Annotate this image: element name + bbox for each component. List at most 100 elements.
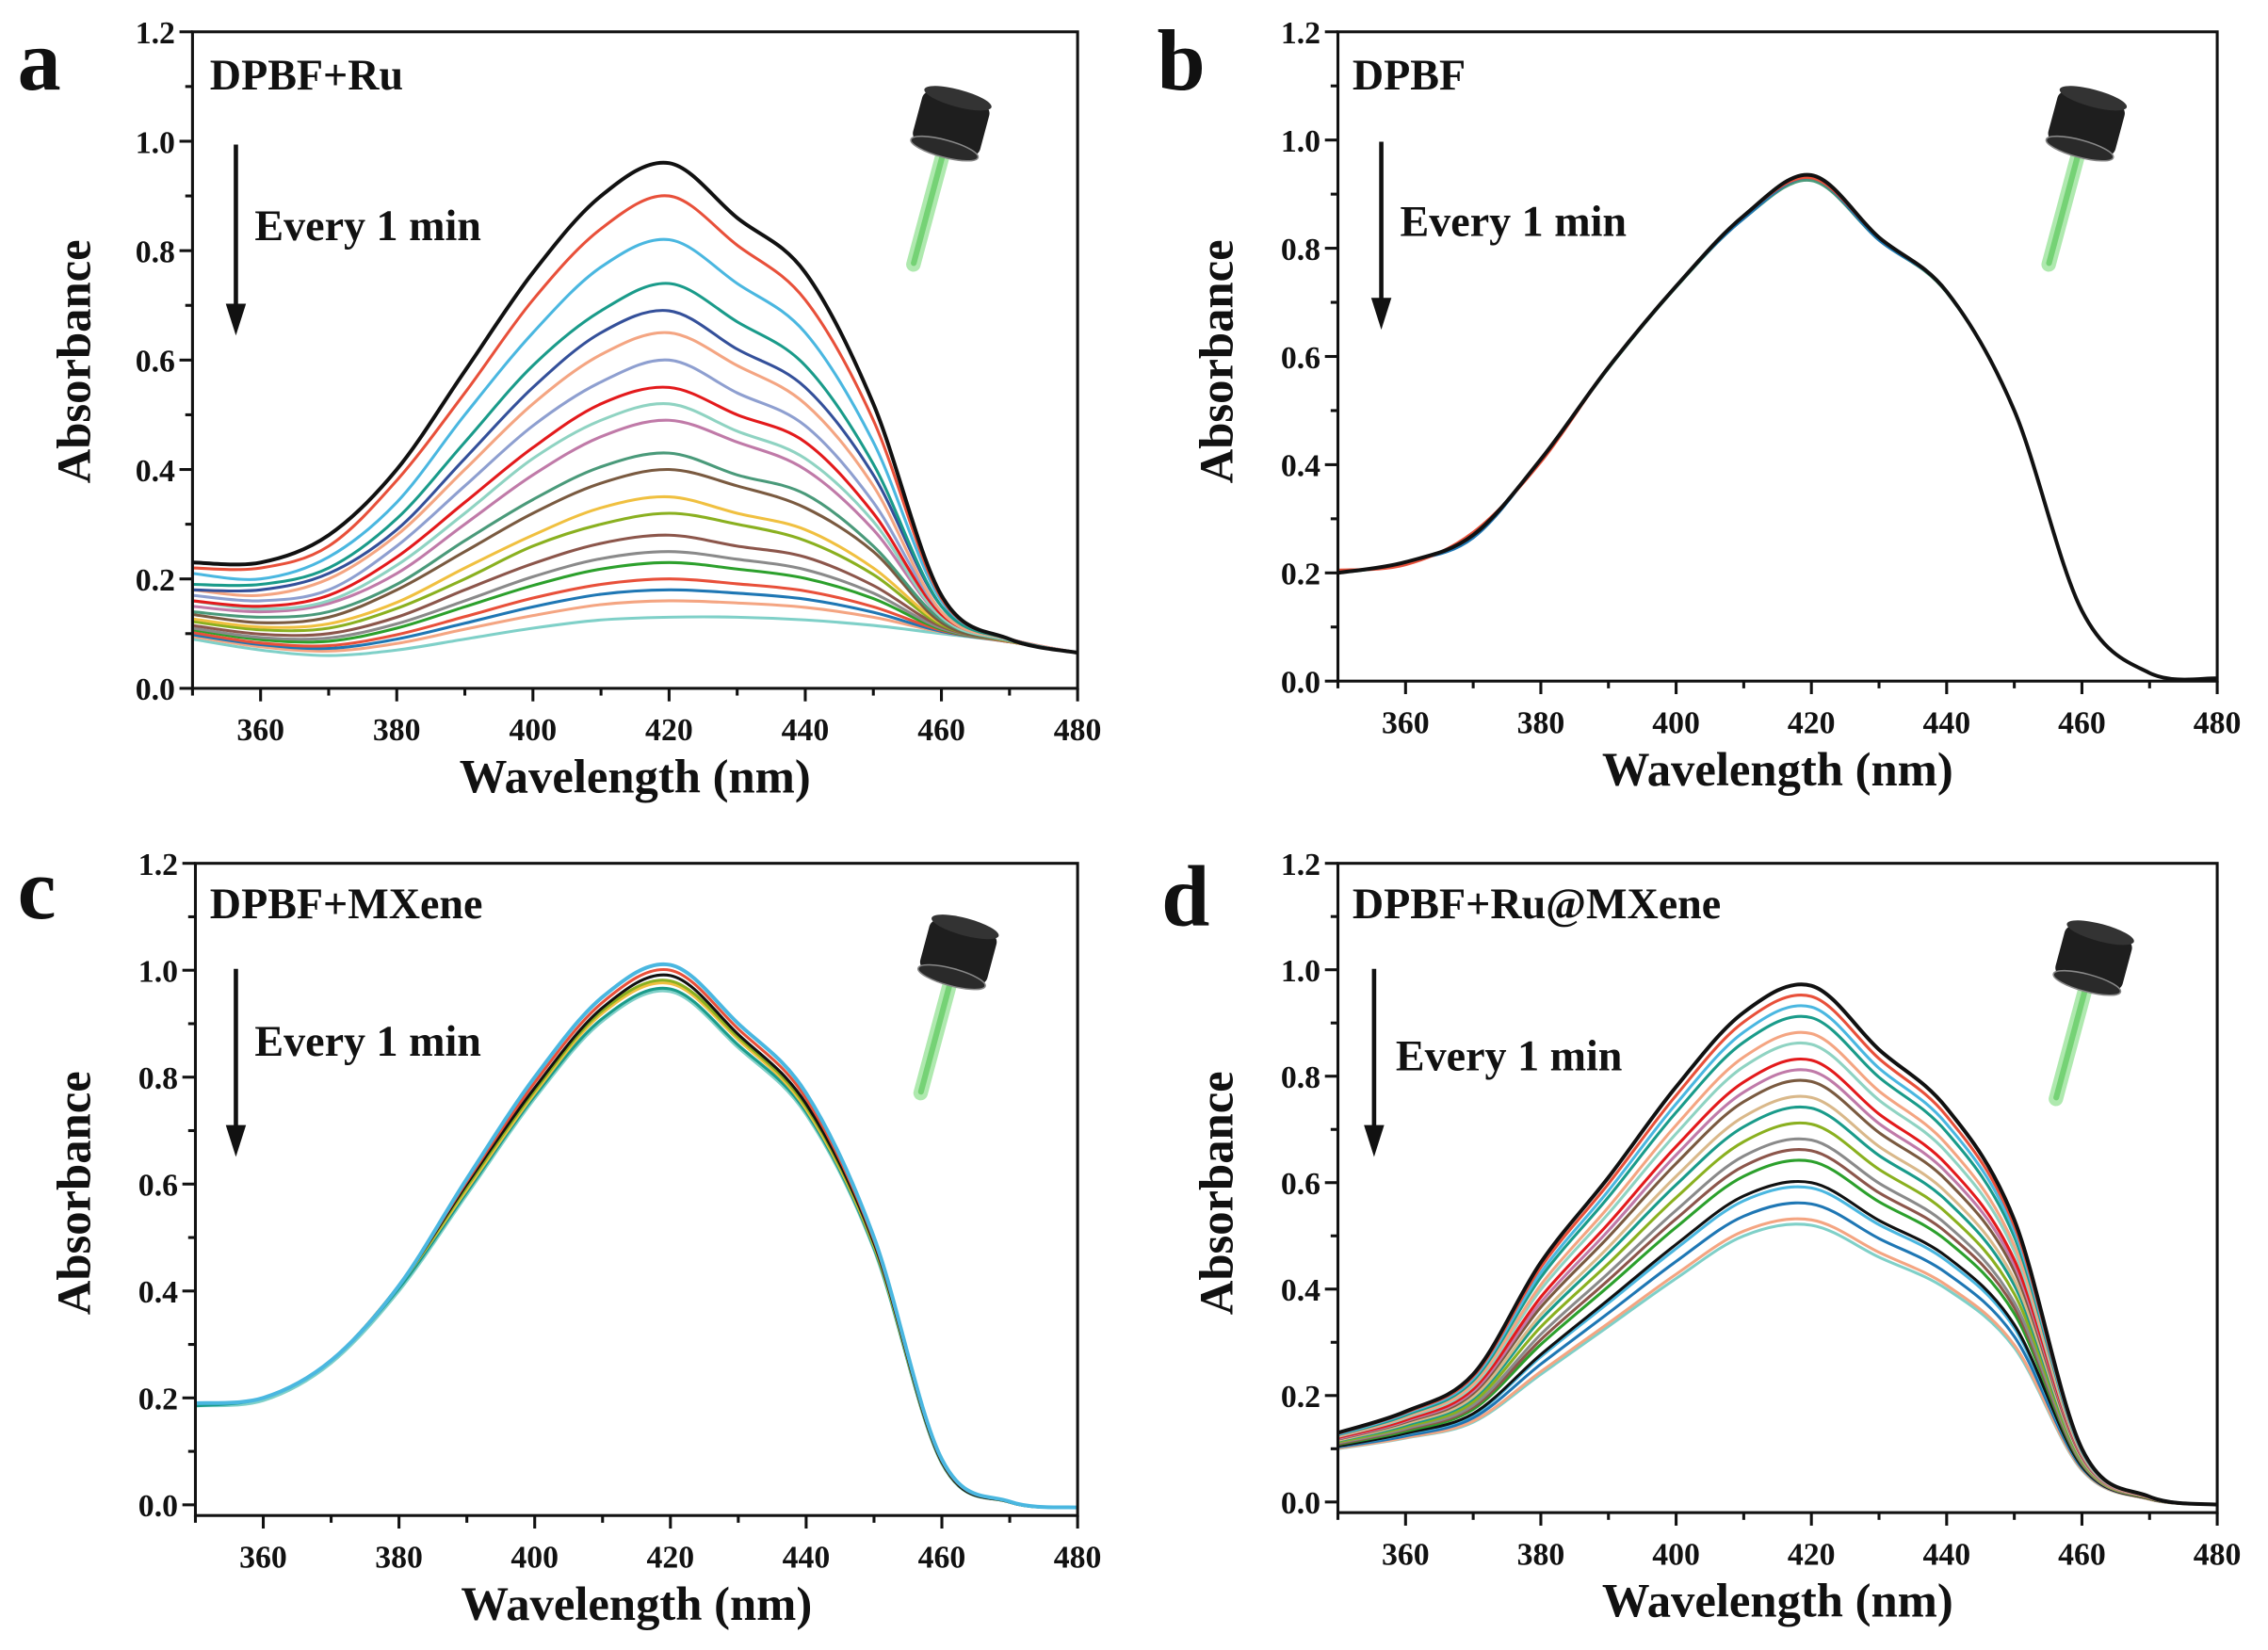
series-line-15	[1337, 1180, 2218, 1507]
panel-a: 360 380 400 420 440 460 480 0.0 0.2 0.4 0.6 0.8 1.0 1…	[18, 12, 1102, 802]
x-tick-label: 360	[236, 713, 284, 748]
series-line-9	[1337, 1094, 2218, 1507]
time-annotation: Every 1 min	[254, 202, 480, 250]
x-axis-title: Wavelength (nm)	[1602, 1575, 1953, 1627]
x-tick-label: 400	[509, 713, 557, 748]
x-tick-label: 440	[783, 1540, 831, 1575]
x-tick-label: 380	[375, 1540, 423, 1575]
light-source-icon	[906, 86, 992, 272]
x-tick-label: 440	[782, 713, 830, 748]
panel-title: DPBF	[1353, 51, 1466, 99]
y-tick-label: 1.0	[138, 955, 178, 990]
light-source-icon	[913, 914, 999, 1101]
panel-label: b	[1158, 12, 1206, 108]
series-line-5	[192, 331, 1078, 655]
y-tick-label: 0.0	[1281, 1486, 1320, 1521]
x-tick-label: 460	[2058, 1537, 2106, 1572]
y-tick-label: 1.2	[1281, 848, 1320, 882]
x-tick-label: 460	[917, 713, 965, 748]
series-line-20	[192, 615, 1078, 657]
series-line-11	[192, 467, 1078, 655]
series-line-8	[192, 402, 1078, 655]
y-tick-label: 0.8	[138, 1061, 178, 1096]
series-line-0	[1337, 172, 2218, 682]
panel-b: 360 380 400 420 440 460 480 0.0 0.2 0.4 0.6 0.8 1.0 1…	[1158, 12, 2242, 796]
x-tick-label: 380	[1517, 705, 1565, 740]
time-annotation: Every 1 min	[1396, 1031, 1622, 1079]
series-line-10	[1337, 1105, 2218, 1507]
x-tick-label: 480	[1054, 1540, 1102, 1575]
series-line-6	[195, 989, 1078, 1510]
y-tick-label: 0.2	[136, 563, 175, 598]
series-line-3	[1337, 1014, 2218, 1507]
y-tick-label: 0.4	[1281, 1273, 1320, 1308]
y-tick-label: 0.6	[1281, 341, 1320, 376]
x-axis-title: Wavelength (nm)	[460, 750, 811, 802]
series-line-5	[195, 986, 1078, 1510]
x-tick-label: 480	[1054, 713, 1102, 748]
series-line-1	[1337, 176, 2218, 682]
series-line-10	[192, 451, 1078, 655]
y-tick-label: 0.4	[138, 1275, 178, 1310]
x-tick-label: 360	[239, 1540, 287, 1575]
series-line-7	[192, 385, 1078, 655]
x-tick-label: 440	[1923, 705, 1971, 740]
series-line-2	[1337, 1004, 2218, 1507]
y-tick-label: 0.0	[138, 1489, 178, 1524]
y-tick-label: 0.0	[136, 672, 175, 707]
y-tick-label: 1.0	[1281, 954, 1320, 989]
series-line-14	[192, 533, 1078, 655]
panel-label: c	[18, 841, 57, 937]
y-tick-label: 1.2	[136, 16, 175, 51]
panel-label: d	[1161, 849, 1209, 945]
y-tick-label: 1.2	[138, 848, 178, 882]
series-group	[1337, 172, 2218, 682]
time-annotation: Every 1 min	[254, 1017, 480, 1065]
x-tick-label: 420	[1788, 1537, 1836, 1572]
panel-label: a	[18, 12, 61, 108]
panel-title: DPBF+Ru@MXene	[1353, 880, 1721, 928]
series-line-7	[1337, 1068, 2218, 1507]
series-line-0	[192, 160, 1078, 655]
x-tick-label: 380	[373, 713, 421, 748]
series-line-13	[192, 511, 1078, 655]
y-tick-label: 0.8	[136, 235, 175, 269]
plot-frame	[1336, 862, 2219, 1514]
x-tick-label: 420	[645, 713, 693, 748]
light-source-icon	[2041, 86, 2128, 272]
series-line-11	[1337, 1121, 2218, 1507]
series-group	[195, 962, 1078, 1510]
y-tick-label: 1.2	[1281, 16, 1320, 51]
y-tick-label: 0.6	[1281, 1167, 1320, 1202]
y-tick-label: 0.4	[1281, 449, 1320, 484]
x-tick-label: 460	[2058, 705, 2106, 740]
x-tick-label: 360	[1382, 705, 1430, 740]
x-tick-label: 360	[1382, 1537, 1430, 1572]
y-tick-label: 0.2	[1281, 1380, 1320, 1415]
x-tick-label: 480	[2194, 705, 2242, 740]
series-line-0	[195, 962, 1078, 1510]
series-line-12	[1337, 1137, 2218, 1507]
x-tick-label: 420	[646, 1540, 694, 1575]
down-arrow-icon	[225, 968, 247, 1157]
x-axis-title: Wavelength (nm)	[461, 1577, 812, 1630]
time-annotation: Every 1 min	[1401, 197, 1627, 245]
series-line-2	[1337, 176, 2218, 682]
x-tick-label: 460	[918, 1540, 966, 1575]
y-tick-label: 0.6	[138, 1169, 178, 1204]
down-arrow-icon	[225, 144, 247, 336]
y-tick-label: 0.8	[1281, 1060, 1320, 1095]
panel-title: DPBF+Ru	[210, 51, 403, 99]
y-axis-title: Absorbance	[1190, 1071, 1242, 1315]
series-group	[1337, 982, 2218, 1507]
x-tick-label: 400	[510, 1540, 559, 1575]
x-tick-label: 440	[1923, 1537, 1971, 1572]
series-group	[192, 160, 1078, 657]
series-line-3	[1337, 178, 2218, 682]
y-tick-label: 0.2	[138, 1383, 178, 1417]
y-tick-label: 0.2	[1281, 558, 1320, 592]
y-tick-label: 0.4	[136, 454, 175, 489]
series-line-0	[1337, 982, 2218, 1507]
panel-d: 360 380 400 420 440 460 480 0.0 0.2 0.4 0.6 0.8 1.0 1…	[1161, 848, 2241, 1627]
